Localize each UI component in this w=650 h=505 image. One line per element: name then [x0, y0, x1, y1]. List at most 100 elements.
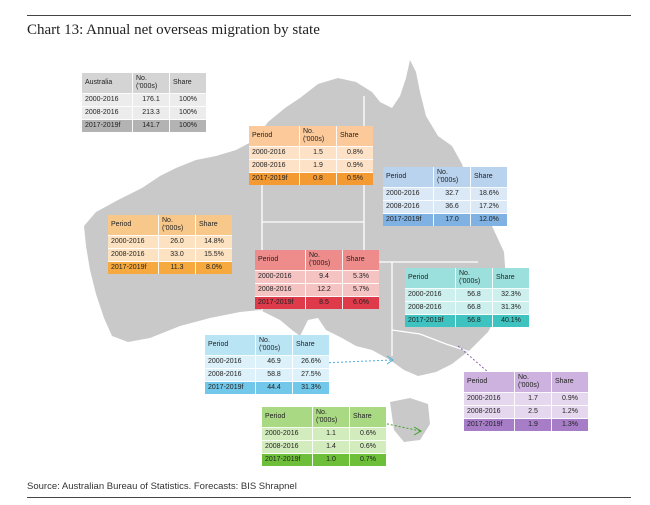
- table-cell: 100%: [169, 106, 206, 120]
- tasmania-shape: [390, 398, 430, 442]
- table-row: 2000-2016 46.9 26.6%: [205, 355, 329, 369]
- table-cell: 66.8: [455, 301, 493, 315]
- table-header-row: Period No. ('000s) Share: [464, 372, 588, 393]
- header-cell: Share: [292, 335, 329, 356]
- table-sa: Period No. ('000s) Share 2000-2016 9.4 5.3% 20…: [255, 250, 379, 309]
- header-cell: Period: [205, 335, 256, 356]
- table-cell: 2000-2016: [205, 355, 256, 369]
- table-row: 2017-2019f 56.8 40.1%: [405, 314, 529, 327]
- table-cell: 2000-2016: [255, 270, 306, 284]
- table-cell: 0.7%: [349, 453, 386, 466]
- table-cell: 44.4: [255, 381, 293, 394]
- header-cell: Share: [336, 126, 373, 147]
- table-cell: 2000-2016: [383, 187, 434, 201]
- table-cell: 33.0: [158, 248, 196, 262]
- table-cell: 1.0: [312, 453, 350, 466]
- table-row: 2000-2016 176.1 100%: [82, 93, 206, 107]
- table-cell: 1.7: [514, 392, 552, 406]
- table-row: 2008-2016 66.8 31.3%: [405, 301, 529, 315]
- table-header-row: Period No. ('000s) Share: [262, 407, 386, 428]
- header-cell: No. ('000s): [305, 250, 343, 271]
- table-row: 2017-2019f 141.7 100%: [82, 119, 206, 132]
- header-cell: Share: [470, 167, 507, 188]
- table-cell: 27.5%: [292, 368, 329, 382]
- table-cell: 56.8: [455, 314, 493, 327]
- table-header-row: Period No. ('000s) Share: [108, 215, 232, 236]
- table-cell: 213.3: [132, 106, 170, 120]
- table-cell: 17.2%: [470, 200, 507, 214]
- table-nt: Period No. ('000s) Share 2000-2016 1.5 0.8% 20…: [249, 126, 373, 185]
- table-row: 2008-2016 213.3 100%: [82, 106, 206, 120]
- table-cell: 2008-2016: [249, 159, 300, 173]
- table-cell: 40.1%: [492, 314, 529, 327]
- header-cell: Share: [195, 215, 232, 236]
- border-nsw-vic: [391, 329, 471, 353]
- table-cell: 2017-2019f: [383, 213, 434, 226]
- table-row: 2008-2016 2.5 1.2%: [464, 405, 588, 419]
- table-cell: 8.5: [305, 296, 343, 309]
- mainland-shape: [84, 60, 506, 376]
- header-cell: Share: [551, 372, 588, 393]
- table-row: 2000-2016 32.7 18.6%: [383, 187, 507, 201]
- header-cell: Share: [492, 268, 529, 289]
- table-cell: 32.7: [433, 187, 471, 201]
- header-cell: Period: [383, 167, 434, 188]
- header-cell: No. ('000s): [255, 335, 293, 356]
- table-cell: 14.8%: [195, 235, 232, 249]
- table-cell: 6.0%: [342, 296, 379, 309]
- table-cell: 0.9%: [336, 159, 373, 173]
- table-row: 2008-2016 1.9 0.9%: [249, 159, 373, 173]
- tas-arrowhead: [413, 426, 423, 436]
- header-cell: No. ('000s): [299, 126, 337, 147]
- table-row: 2000-2016 9.4 5.3%: [255, 270, 379, 284]
- header-cell: No. ('000s): [433, 167, 471, 188]
- table-header-row: Period No. ('000s) Share: [205, 335, 329, 356]
- table-row: 2017-2019f 44.4 31.3%: [205, 381, 329, 394]
- table-cell: 2017-2019f: [262, 453, 313, 466]
- table-cell: 1.1: [312, 427, 350, 441]
- header-cell: No. ('000s): [312, 407, 350, 428]
- table-cell: 8.0%: [195, 261, 232, 274]
- table-row: 2008-2016 58.8 27.5%: [205, 368, 329, 382]
- chart-title: Chart 13: Annual net overseas migration …: [27, 22, 320, 38]
- table-cell: 100%: [169, 93, 206, 107]
- bottom-rule: [27, 497, 631, 498]
- table-cell: 2017-2019f: [205, 381, 256, 394]
- table-cell: 2008-2016: [464, 405, 515, 419]
- table-cell: 2017-2019f: [82, 119, 133, 132]
- header-cell: Period: [464, 372, 515, 393]
- table-row: 2000-2016 1.7 0.9%: [464, 392, 588, 406]
- table-cell: 0.8: [299, 172, 337, 185]
- table-cell: 46.9: [255, 355, 293, 369]
- vic-connector: [320, 359, 393, 364]
- table-cell: 12.2: [305, 283, 343, 297]
- table-row: 2017-2019f 17.0 12.0%: [383, 213, 507, 226]
- table-cell: 2017-2019f: [108, 261, 159, 274]
- source-note: Source: Australian Bureau of Statistics.…: [27, 481, 297, 492]
- table-cell: 2000-2016: [249, 146, 300, 160]
- table-cell: 2008-2016: [205, 368, 256, 382]
- table-cell: 2000-2016: [405, 288, 456, 302]
- table-cell: 2000-2016: [108, 235, 159, 249]
- table-row: 2008-2016 1.4 0.6%: [262, 440, 386, 454]
- table-australia: Australia No. ('000s) Share 2000-2016 176.1 1…: [82, 73, 206, 132]
- table-cell: 2008-2016: [383, 200, 434, 214]
- header-cell: No. ('000s): [158, 215, 196, 236]
- table-row: 2017-2019f 0.8 0.5%: [249, 172, 373, 185]
- table-cell: 2000-2016: [464, 392, 515, 406]
- table-cell: 31.3%: [292, 381, 329, 394]
- table-header-row: Australia No. ('000s) Share: [82, 73, 206, 94]
- table-nsw: Period No. ('000s) Share 2000-2016 56.8 32.3%…: [405, 268, 529, 327]
- table-cell: 26.6%: [292, 355, 329, 369]
- table-cell: 58.8: [255, 368, 293, 382]
- table-row: 2008-2016 33.0 15.5%: [108, 248, 232, 262]
- table-cell: 2017-2019f: [249, 172, 300, 185]
- header-cell: Share: [169, 73, 206, 94]
- table-wa: Period No. ('000s) Share 2000-2016 26.0 14.8%…: [108, 215, 232, 274]
- table-cell: 0.8%: [336, 146, 373, 160]
- table-cell: 0.6%: [349, 427, 386, 441]
- table-cell: 2000-2016: [82, 93, 133, 107]
- table-cell: 32.3%: [492, 288, 529, 302]
- table-header-row: Period No. ('000s) Share: [249, 126, 373, 147]
- table-cell: 100%: [169, 119, 206, 132]
